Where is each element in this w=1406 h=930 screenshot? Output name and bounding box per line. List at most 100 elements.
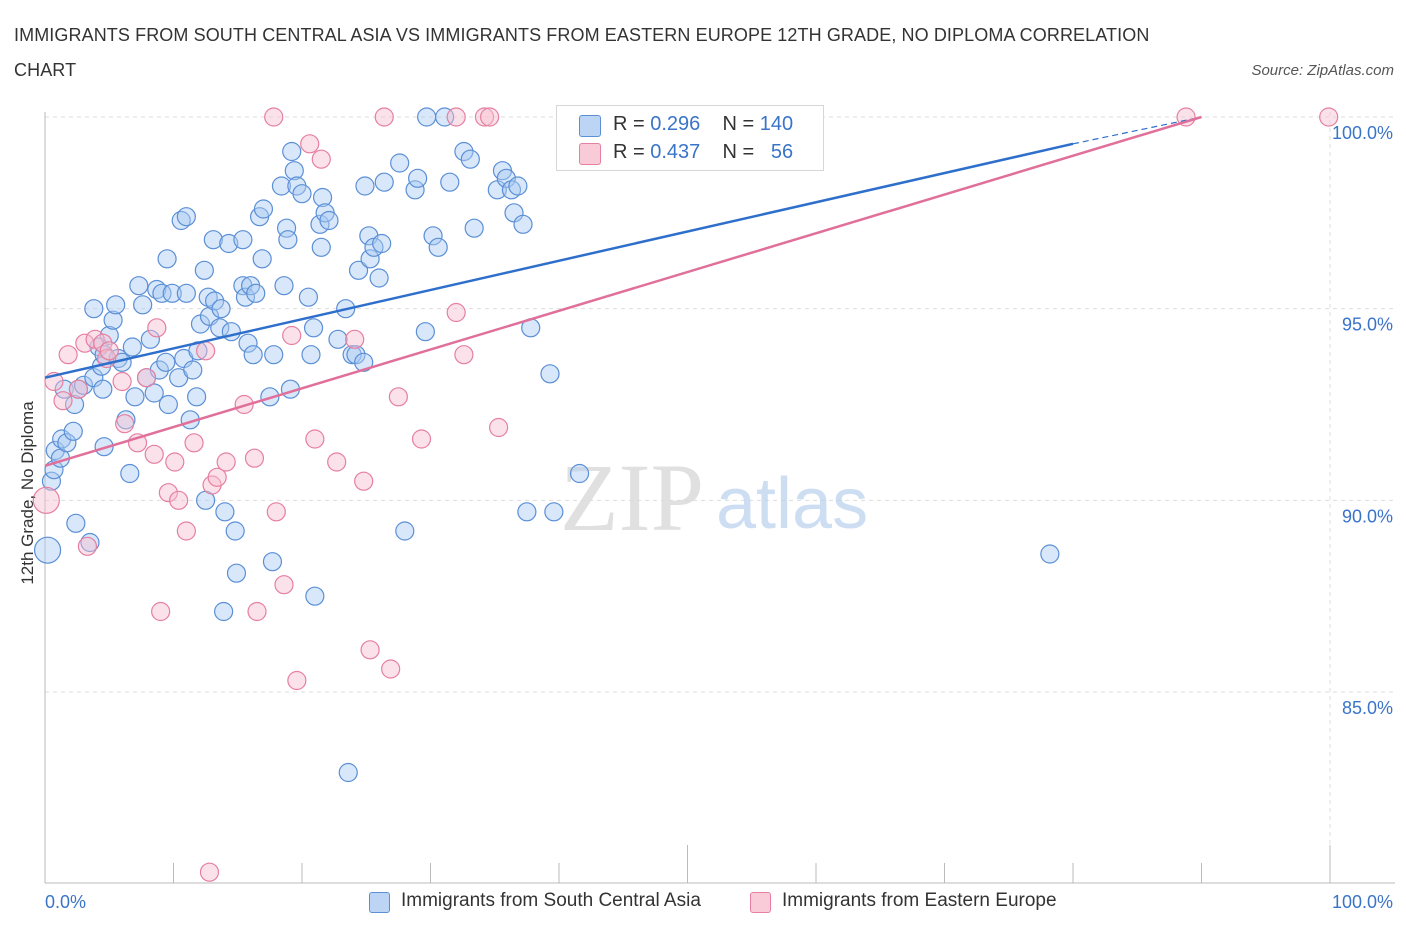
data-point-south-central-asia xyxy=(253,199,274,219)
legend-swatch-blue xyxy=(579,115,601,137)
data-point-south-central-asia xyxy=(360,249,380,269)
data-point-south-central-asia xyxy=(435,107,455,127)
data-point-south-central-asia xyxy=(129,276,149,296)
data-point-eastern-europe xyxy=(1319,107,1339,127)
data-point-south-central-asia xyxy=(103,310,123,330)
data-point-south-central-asia xyxy=(282,141,302,162)
y-tick-label: 90.0% xyxy=(1342,506,1393,526)
series-south-central-asia xyxy=(33,107,1060,783)
data-point-south-central-asia xyxy=(372,233,392,254)
data-point-south-central-asia xyxy=(226,563,247,583)
data-point-eastern-europe xyxy=(99,341,119,361)
data-point-eastern-europe xyxy=(354,471,374,491)
data-point-south-central-asia xyxy=(183,360,203,380)
legend-label: Immigrants from Eastern Europe xyxy=(782,890,1057,911)
data-point-south-central-asia xyxy=(305,586,325,606)
tick-labels: 100.0% 95.0% 90.0% 85.0% 0.0% 100.0% xyxy=(45,123,1393,912)
data-point-south-central-asia xyxy=(176,283,196,303)
data-point-south-central-asia xyxy=(203,230,223,250)
data-point-south-central-asia xyxy=(84,299,104,319)
data-point-south-central-asia xyxy=(57,433,77,453)
data-point-south-central-asia xyxy=(122,337,142,357)
data-point-south-central-asia xyxy=(171,210,191,231)
data-point-south-central-asia xyxy=(513,214,533,234)
data-point-south-central-asia xyxy=(355,176,375,196)
data-point-eastern-europe xyxy=(244,448,265,468)
x-tick-label: 100.0% xyxy=(1332,892,1393,912)
data-point-south-central-asia xyxy=(152,283,172,303)
data-point-south-central-asia xyxy=(348,260,369,280)
chart-title: IMMIGRANTS FROM SOUTH CENTRAL ASIA VS IM… xyxy=(14,25,1150,80)
data-point-eastern-europe xyxy=(176,521,196,541)
data-point-south-central-asia xyxy=(125,387,145,407)
data-point-south-central-asia xyxy=(395,521,415,541)
correlation-legend: R = 0.296 N = 140 R = 0.437 N = 56 xyxy=(556,105,824,171)
data-point-eastern-europe xyxy=(489,417,509,438)
data-point-south-central-asia xyxy=(540,364,560,384)
data-point-south-central-asia xyxy=(235,287,256,307)
data-point-south-central-asia xyxy=(454,141,474,162)
data-point-south-central-asia xyxy=(569,463,590,484)
data-point-south-central-asia xyxy=(144,383,164,403)
data-point-eastern-europe xyxy=(360,640,380,660)
data-point-south-central-asia xyxy=(390,153,410,173)
n-value: 140 xyxy=(759,113,794,135)
data-point-south-central-asia xyxy=(73,375,94,395)
trend-lines xyxy=(44,115,1202,468)
data-point-south-central-asia xyxy=(176,207,196,227)
data-point-eastern-europe xyxy=(454,345,474,365)
data-point-eastern-europe xyxy=(112,371,132,392)
data-point-eastern-europe xyxy=(196,341,216,361)
r-label: R = xyxy=(613,113,645,135)
trend-line-eastern-europe xyxy=(44,115,1202,468)
data-point-south-central-asia xyxy=(66,513,86,533)
data-point-south-central-asia xyxy=(262,552,283,572)
data-point-south-central-asia xyxy=(147,279,167,300)
data-point-south-central-asia xyxy=(120,463,140,484)
y-tick-label: 100.0% xyxy=(1332,123,1393,143)
data-point-south-central-asia xyxy=(162,283,182,303)
data-point-south-central-asia xyxy=(417,107,437,127)
data-point-south-central-asia xyxy=(311,237,331,257)
trend-line-extension-south-central-asia xyxy=(1072,116,1202,145)
data-point-south-central-asia xyxy=(41,471,62,491)
data-point-eastern-europe xyxy=(158,483,178,503)
data-point-south-central-asia xyxy=(415,322,435,342)
data-point-south-central-asia xyxy=(517,502,537,522)
data-point-south-central-asia xyxy=(225,521,245,541)
data-point-south-central-asia xyxy=(215,502,235,522)
data-point-south-central-asia xyxy=(405,180,425,200)
data-point-south-central-asia xyxy=(133,295,153,315)
y-tick-label: 95.0% xyxy=(1342,315,1393,335)
data-point-eastern-europe xyxy=(144,444,164,464)
n-value: 56 xyxy=(770,141,794,163)
data-point-south-central-asia xyxy=(64,394,85,415)
data-point-south-central-asia xyxy=(52,429,72,449)
data-point-south-central-asia xyxy=(93,379,113,399)
data-point-eastern-europe xyxy=(247,601,267,622)
data-point-eastern-europe xyxy=(266,502,286,522)
data-point-eastern-europe xyxy=(480,107,500,127)
data-point-south-central-asia xyxy=(440,172,460,192)
y-axis-label: 12th Grade, No Diploma xyxy=(18,401,37,585)
data-point-eastern-europe xyxy=(474,107,495,127)
data-point-south-central-asia xyxy=(346,345,366,365)
r-label: R = xyxy=(613,141,645,163)
data-point-eastern-europe xyxy=(68,379,89,399)
data-point-south-central-asia xyxy=(284,161,304,181)
r-value: 0.437 xyxy=(650,141,701,163)
data-point-south-central-asia xyxy=(140,329,160,349)
data-point-eastern-europe xyxy=(115,414,135,434)
data-point-eastern-europe xyxy=(93,333,113,353)
x-tick-label: 0.0% xyxy=(45,892,86,912)
data-point-south-central-asia xyxy=(271,176,292,196)
data-point-south-central-asia xyxy=(292,184,312,204)
data-point-eastern-europe xyxy=(287,670,307,691)
data-point-south-central-asia xyxy=(246,283,266,303)
data-point-south-central-asia xyxy=(211,299,231,319)
data-point-south-central-asia xyxy=(338,762,358,783)
data-point-south-central-asia xyxy=(464,218,484,238)
series-eastern-europe xyxy=(32,107,1339,882)
data-point-south-central-asia xyxy=(187,387,207,407)
data-point-south-central-asia xyxy=(369,268,389,288)
